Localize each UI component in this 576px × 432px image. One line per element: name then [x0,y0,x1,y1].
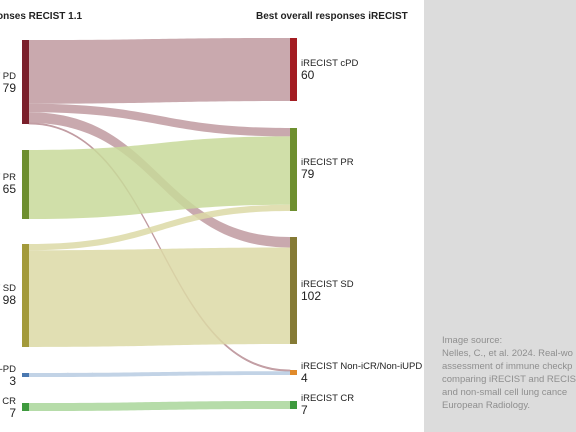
right-node-label: iRECIST CR 7 [301,393,354,417]
right-node-label: iRECIST SD 102 [301,279,354,303]
left-node-name: T PD [0,71,16,82]
left-node-label: T SD 98 [0,283,16,307]
right-node-name: iRECIST SD [301,279,354,290]
right-node-name: iRECIST PR [301,157,354,168]
right-node-count: 7 [301,403,308,417]
sankey-flow [29,401,290,411]
sankey-flow [29,371,290,377]
left-node-label: T PR 65 [0,172,16,196]
sankey-node-bar [290,237,297,344]
left-node-count: 7 [9,406,16,420]
sankey-node-bar [290,370,297,375]
right-node-name: iRECIST Non-iCR/Non-iUPD [301,361,423,372]
left-node-count: 3 [9,374,16,388]
right-node-count: 4 [301,371,308,385]
left-node-label: n-PD 3 [0,364,16,388]
left-node-name: T CR [0,396,16,407]
left-node-count: 79 [2,81,16,95]
right-node-name: iRECIST CR [301,393,355,404]
sankey-flow [29,247,290,347]
image-source-line: European Radiology. [442,400,531,411]
image-source-line: comparing iRECIST and RECIS [442,374,576,385]
image-source-heading: Image source: [442,335,503,346]
sankey-node-bar [22,403,29,411]
sankey-node-bar [22,373,29,377]
sankey-svg [22,38,297,411]
left-node-name: n-PD [0,364,16,375]
image-source-line: assessment of immune checkp [442,361,573,372]
right-node-label: iRECIST PR 79 [301,157,354,181]
right-node-name: iRECIST cPD [301,58,359,69]
right-node-label: iRECIST cPD 60 [301,58,358,82]
sankey-flow [29,38,290,104]
left-node-label: T CR 7 [0,396,16,420]
sankey-node-bar [22,40,29,124]
left-node-count: 98 [2,293,16,307]
flow-group [28,38,291,411]
left-node-label: T PD 79 [0,71,16,95]
sankey-flow [29,136,290,219]
sankey-node-bar [22,150,29,219]
sankey-node-bar [22,244,29,347]
image-source-line: and non-small cell lung cance [442,387,568,398]
left-node-name: T SD [0,283,16,294]
right-node-count: 79 [301,167,315,181]
right-node-count: 60 [301,68,315,82]
sankey-flow [29,204,290,251]
right-column-title: Best overall responses iRECIST [256,11,408,22]
right-node-label: iRECIST Non-iCR/Non-iUPD 4 [301,361,422,385]
left-node-count: 65 [2,182,16,196]
image-source-panel: Image source: Nelles, C., et al. 2024. R… [424,0,576,432]
sankey-flow [29,103,290,137]
left-node-name: T PR [0,172,16,183]
image-source-text: Image source: Nelles, C., et al. 2024. R… [442,334,576,412]
sankey-diagram: onses RECIST 1.1 Best overall responses … [0,11,422,420]
sankey-node-bar [290,401,297,409]
sankey-node-bar [290,38,297,101]
image-source-line: Nelles, C., et al. 2024. Real-wo [442,348,573,359]
left-column-title: onses RECIST 1.1 [0,11,83,22]
sankey-node-bar [290,128,297,211]
right-node-count: 102 [301,289,322,303]
